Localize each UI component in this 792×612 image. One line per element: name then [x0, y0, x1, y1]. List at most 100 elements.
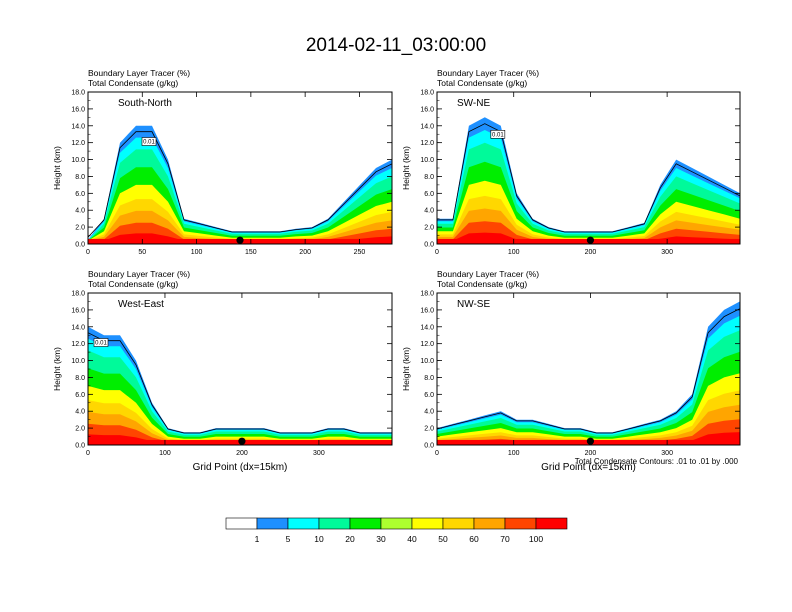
y-tick-label: 16.0 [71, 307, 85, 314]
y-tick-label: 8.0 [424, 174, 434, 181]
contour-label: 0.01 [492, 132, 504, 138]
contour-label-box [746, 317, 760, 325]
y-tick-label: 10.0 [71, 358, 85, 365]
x-tick-label: 0 [435, 450, 439, 457]
contour-label: 0.01 [95, 341, 107, 347]
legend-label: 30 [376, 534, 386, 544]
condensate-contour [88, 332, 392, 434]
y-tick-label: 10.0 [71, 157, 85, 164]
panel-subtitle-tracer: Boundary Layer Tracer (%) [88, 68, 190, 78]
y-tick-label: 16.0 [71, 106, 85, 113]
contour-label: 0.01 [143, 140, 155, 146]
y-tick-label: 6.0 [75, 392, 85, 399]
panel-subtitle-tracer: Boundary Layer Tracer (%) [88, 269, 190, 279]
y-tick-label: 12.0 [420, 140, 434, 147]
y-tick-label: 6.0 [424, 191, 434, 198]
x-tick-label: 100 [508, 249, 520, 256]
contour-label: 0.01 [747, 319, 759, 325]
x-tick-label: 200 [585, 450, 597, 457]
y-tick-label: 8.0 [75, 375, 85, 382]
x-tick-label: 200 [585, 249, 597, 256]
panel-field: 0.01 [88, 92, 392, 244]
panel-field: 0.01 [437, 92, 740, 244]
y-axis-label: Height (km) [401, 347, 411, 391]
legend-swatch [411, 517, 444, 530]
x-tick-label: 100 [191, 249, 203, 256]
panel-label: South-North [118, 98, 172, 109]
y-tick-label: 8.0 [424, 375, 434, 382]
y-tick-label: 14.0 [420, 123, 434, 130]
x-tick-label: 100 [508, 450, 520, 457]
legend-label: 70 [500, 534, 510, 544]
y-axis-label: Height (km) [52, 146, 62, 190]
panel-4: Boundary Layer Tracer (%)Total Condensat… [401, 269, 760, 473]
x-tick-label: 300 [661, 450, 673, 457]
legend-swatch [442, 517, 475, 530]
panel-field: 0.01 [88, 293, 392, 445]
legend-swatch [535, 517, 568, 530]
panel-3: Boundary Layer Tracer (%)Total Condensat… [52, 269, 393, 473]
x-tick-label: 200 [236, 450, 248, 457]
x-tick-label: 0 [435, 249, 439, 256]
y-tick-label: 2.0 [424, 426, 434, 433]
legend-swatch [349, 517, 382, 530]
y-tick-label: 8.0 [75, 174, 85, 181]
legend-swatch [287, 517, 320, 530]
x-tick-label: 150 [245, 249, 257, 256]
y-tick-label: 12.0 [71, 341, 85, 348]
panel-label: NW-SE [457, 299, 490, 310]
legend-swatch [380, 517, 413, 530]
condensate-contour [88, 131, 392, 238]
panel-subtitle-tracer: Boundary Layer Tracer (%) [437, 68, 539, 78]
y-tick-label: 0.0 [75, 242, 85, 249]
y-tick-label: 2.0 [75, 426, 85, 433]
x-tick-label: 100 [159, 450, 171, 457]
legend-label: 40 [407, 534, 417, 544]
contour-note: Total Condensate Contours: .01 to .01 by… [575, 457, 739, 466]
y-tick-label: 6.0 [424, 392, 434, 399]
panel-subtitle-condensate: Total Condensate (g/kg) [88, 78, 178, 88]
y-tick-label: 14.0 [71, 123, 85, 130]
legend-swatch [473, 517, 506, 530]
x-axis-label: Grid Point (dx=15km) [193, 462, 288, 473]
location-marker [236, 236, 244, 244]
y-tick-label: 2.0 [424, 225, 434, 232]
y-tick-label: 16.0 [420, 106, 434, 113]
contour-label-box [93, 338, 109, 347]
y-tick-label: 18.0 [71, 90, 85, 97]
y-tick-label: 0.0 [424, 242, 434, 249]
figure-title: 2014-02-11_03:00:00 [306, 35, 486, 56]
contour-label-box [490, 130, 506, 139]
panel-subtitle-condensate: Total Condensate (g/kg) [437, 78, 527, 88]
contour-label-box [141, 137, 157, 146]
legend-label: 100 [529, 534, 543, 544]
x-tick-label: 200 [299, 249, 311, 256]
y-tick-label: 10.0 [420, 358, 434, 365]
legend-swatch [256, 517, 289, 530]
y-tick-label: 6.0 [75, 191, 85, 198]
y-tick-label: 14.0 [71, 324, 85, 331]
y-tick-label: 12.0 [71, 140, 85, 147]
panel-subtitle-condensate: Total Condensate (g/kg) [437, 279, 527, 289]
panel-subtitle-condensate: Total Condensate (g/kg) [88, 279, 178, 289]
y-tick-label: 18.0 [71, 291, 85, 298]
panel-subtitle-tracer: Boundary Layer Tracer (%) [437, 269, 539, 279]
y-axis-label: Height (km) [401, 146, 411, 190]
x-tick-label: 300 [661, 249, 673, 256]
legend-label: 60 [469, 534, 479, 544]
legend-swatch [504, 517, 537, 530]
y-tick-label: 4.0 [75, 208, 85, 215]
y-tick-label: 16.0 [420, 307, 434, 314]
panel-field: 0.01 [437, 293, 760, 445]
x-tick-label: 250 [354, 249, 366, 256]
x-tick-label: 0 [86, 249, 90, 256]
panel-1: Boundary Layer Tracer (%)Total Condensat… [52, 68, 393, 256]
y-tick-label: 0.0 [75, 443, 85, 450]
legend-label: 20 [345, 534, 355, 544]
panel-label: SW-NE [457, 98, 490, 109]
condensate-contour [437, 123, 740, 233]
y-tick-label: 2.0 [75, 225, 85, 232]
y-tick-label: 4.0 [424, 409, 434, 416]
y-axis-label: Height (km) [52, 347, 62, 391]
